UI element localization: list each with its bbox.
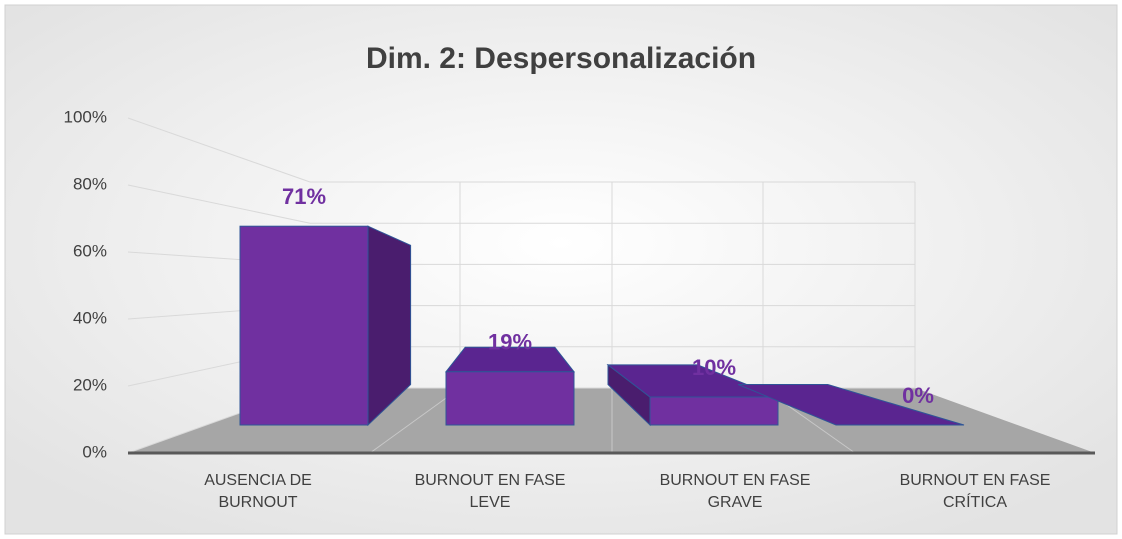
bar-top [738, 384, 965, 426]
bar [649, 396, 779, 426]
grid-line [127, 117, 311, 183]
y-tick-label: 0% [82, 442, 107, 461]
floor-line [369, 387, 461, 454]
x-tick-label: BURNOUT EN FASE LEVE [414, 472, 566, 511]
bar [445, 371, 575, 426]
grid-line [127, 184, 311, 224]
data-label: 0% [902, 383, 934, 408]
x-tick-label: AUSENCIA DE BURNOUT [204, 472, 312, 511]
y-tick-label: 80% [73, 174, 107, 193]
x-tick-label: BURNOUT EN FASE CRÍTICA [899, 472, 1051, 511]
data-label: 71% [282, 184, 326, 209]
chart-title: Dim. 2: Despersonalización [366, 42, 756, 75]
data-label: 10% [692, 355, 736, 380]
x-tick-label: BURNOUT EN FASE GRAVE [659, 472, 811, 511]
bar [239, 225, 369, 426]
y-tick-label: 100% [64, 107, 107, 126]
background [4, 4, 1118, 535]
y-tick-label: 20% [73, 375, 107, 394]
data-label: 19% [488, 330, 532, 355]
y-tick-label: 40% [73, 308, 107, 327]
y-tick-label: 60% [73, 241, 107, 260]
